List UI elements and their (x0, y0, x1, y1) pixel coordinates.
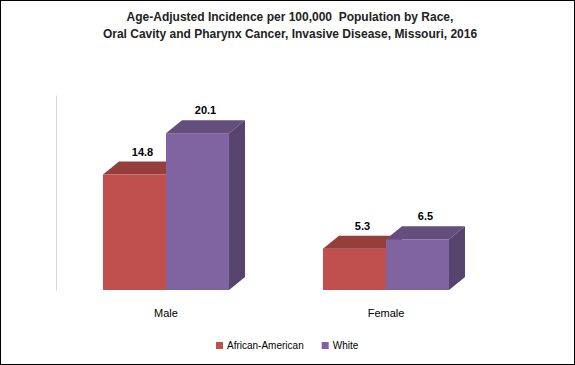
data-label: 5.3 (355, 220, 370, 232)
y-axis-line (56, 96, 57, 291)
data-label: 20.1 (195, 104, 216, 116)
legend-item: White (322, 340, 359, 351)
x-tick-label: Female (368, 307, 405, 319)
x-tick: Male (154, 307, 178, 319)
bar-side (449, 226, 465, 290)
data-label: 6.5 (418, 210, 433, 222)
chart: Age-Adjusted Incidence per 100,000 Popul… (0, 0, 575, 365)
data-labels: 14.8 5.3 20.1 6.5 (132, 104, 433, 231)
legend-item: African-American (216, 340, 304, 351)
bar (103, 175, 166, 290)
bar (323, 249, 386, 290)
title: Oral Cavity and Pharynx Cancer, Invasive… (103, 27, 478, 41)
x-tick: Female (368, 307, 405, 319)
x-axis: Male Female (154, 307, 404, 319)
title: Age-Adjusted Incidence per 100,000 Popul… (127, 10, 454, 24)
bar-side (229, 120, 245, 290)
legend-label: White (333, 340, 359, 351)
bar (166, 133, 229, 290)
legend-swatch (322, 342, 329, 349)
legend: African-American White (216, 340, 359, 351)
frame (1, 1, 575, 365)
bar-group (166, 120, 245, 290)
legend-label: African-American (227, 340, 304, 351)
plot-area (103, 120, 465, 290)
bar-group (386, 226, 465, 290)
bar (386, 239, 449, 290)
y-axis (56, 96, 57, 291)
title-group: Age-Adjusted Incidence per 100,000 Popul… (103, 10, 478, 41)
data-label: 14.8 (132, 146, 153, 158)
x-tick-label: Male (154, 307, 178, 319)
legend-swatch (216, 342, 223, 349)
